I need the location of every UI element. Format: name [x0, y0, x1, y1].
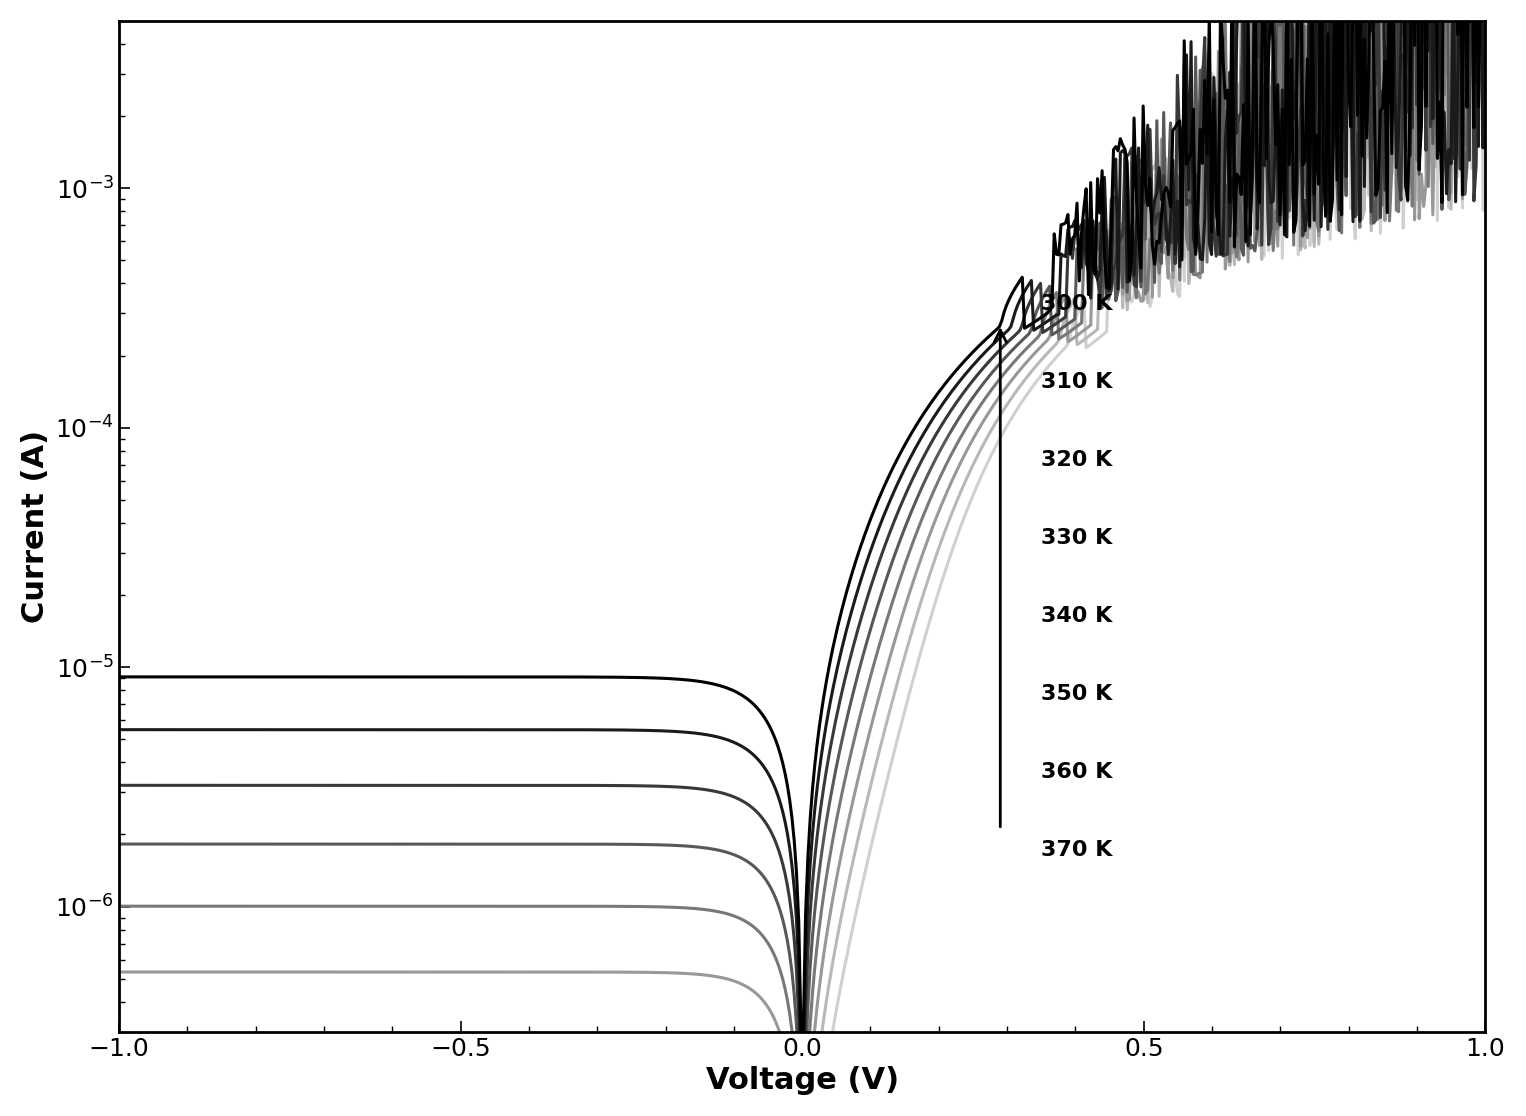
- Text: 370 K: 370 K: [1041, 839, 1112, 859]
- Text: 340 K: 340 K: [1041, 606, 1112, 626]
- Text: 320 K: 320 K: [1041, 450, 1112, 470]
- Text: 350 K: 350 K: [1041, 684, 1112, 704]
- Text: 330 K: 330 K: [1041, 528, 1112, 548]
- Text: 360 K: 360 K: [1041, 762, 1112, 782]
- X-axis label: Voltage (V): Voltage (V): [705, 1066, 899, 1095]
- Text: 300 K: 300 K: [1041, 294, 1112, 314]
- Y-axis label: Current (A): Current (A): [21, 430, 50, 623]
- Text: 310 K: 310 K: [1041, 372, 1112, 392]
